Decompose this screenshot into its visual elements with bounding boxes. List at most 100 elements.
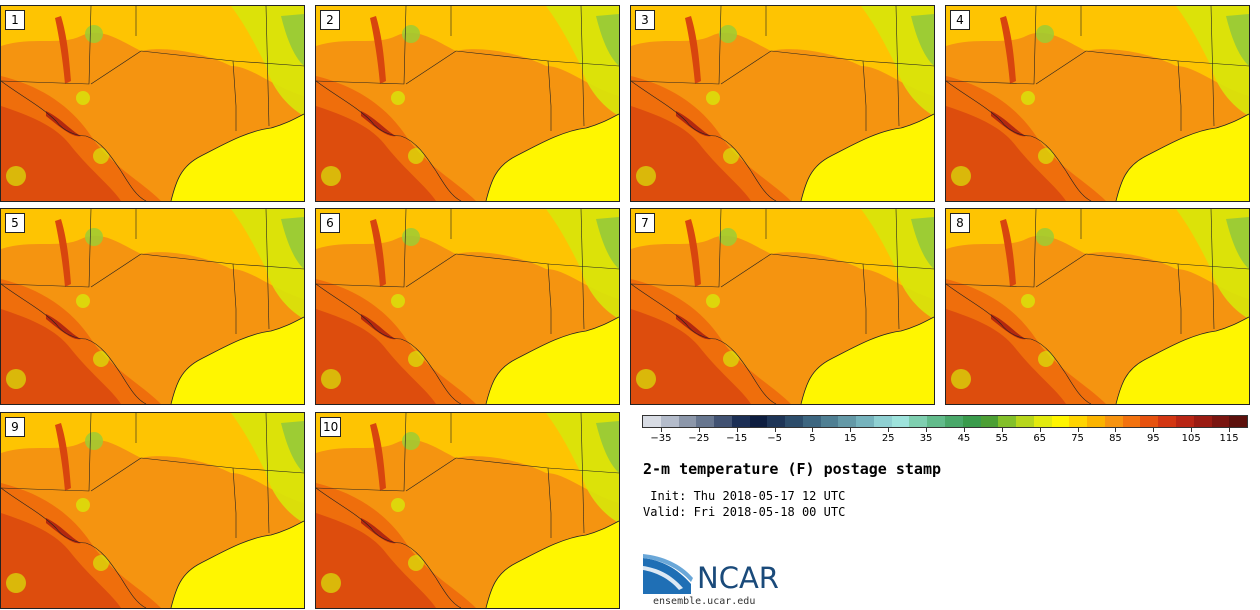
mountain-cool-patch [636, 166, 656, 186]
colorbar-tick [1039, 428, 1041, 432]
temperature-map [631, 6, 934, 201]
country-border [946, 80, 1092, 201]
map-panel[interactable]: 3 [630, 5, 935, 202]
country-border [1, 80, 147, 201]
colorbar-swatch [909, 416, 928, 427]
hottest-zone [676, 314, 711, 340]
colorbar-swatch [1104, 416, 1123, 427]
map-panel[interactable]: 1 [0, 5, 305, 202]
hottest-zone [361, 314, 396, 340]
state-border [720, 50, 772, 85]
member-number: 2 [320, 10, 340, 30]
temperature-map [316, 209, 619, 404]
cooler-zone [596, 421, 619, 473]
colorbar-swatch [838, 416, 857, 427]
mountain-cool-patch [321, 573, 341, 593]
state-border [580, 209, 585, 330]
map-panel[interactable]: 6 [315, 208, 620, 405]
gulf-of-mexico [486, 521, 619, 608]
mountain-cool-patch [719, 25, 737, 43]
map-panel[interactable]: 2 [315, 5, 620, 202]
country-border [316, 80, 462, 201]
state-border [232, 263, 304, 270]
temperature-map [1, 6, 304, 201]
very-hot-zone [1, 513, 121, 608]
colorbar-swatch [1016, 416, 1034, 427]
colorbar-swatch [802, 416, 821, 427]
mountain-cool-patch [951, 369, 971, 389]
colorbar-tick [1229, 428, 1231, 432]
mild-zone [1, 209, 304, 299]
member-number: 3 [635, 10, 655, 30]
gulf-of-mexico [801, 114, 934, 201]
state-border [455, 253, 552, 334]
state-border [1210, 6, 1215, 127]
state-border [862, 60, 934, 67]
state-border [547, 263, 619, 270]
gulf-of-mexico [1116, 317, 1249, 404]
map-panel[interactable]: 9 [0, 412, 305, 609]
mountain-cool-patch [723, 351, 739, 367]
temperature-map [316, 413, 619, 608]
state-border [770, 50, 867, 131]
hottest-zone [991, 111, 1026, 137]
colorbar-swatch [1087, 416, 1105, 427]
colorbar-swatch [856, 416, 874, 427]
colorbar-tick [774, 428, 776, 432]
hottest-zone [676, 111, 711, 137]
state-border [1035, 253, 1087, 288]
map-panel[interactable]: 5 [0, 208, 305, 405]
cooler-zone [281, 14, 304, 66]
coastline [485, 113, 619, 201]
ridge-hot [370, 16, 386, 84]
colorbar-swatch [1158, 416, 1176, 427]
temperature-map [946, 209, 1249, 404]
member-number: 6 [320, 213, 340, 233]
mild-zone [316, 413, 619, 503]
cooler-zone [596, 217, 619, 269]
map-panel[interactable]: 4 [945, 5, 1250, 202]
colorbar-swatch [731, 416, 750, 427]
map-panel[interactable]: 8 [945, 208, 1250, 405]
colorbar-tick-label: 35 [919, 433, 933, 444]
colorbar-tick-label: 65 [1033, 433, 1047, 444]
mountain-cool-patch [6, 369, 26, 389]
mountain-cool-patch [1021, 91, 1035, 105]
mountain-cool-patch [76, 91, 90, 105]
map-panel[interactable]: 10 [315, 412, 620, 609]
colorbar-swatch [1051, 416, 1070, 427]
colorbar-tick [1115, 428, 1117, 432]
very-hot-zone [1, 309, 121, 404]
state-border [90, 50, 142, 85]
colorbar-swatch [1175, 416, 1194, 427]
state-border [265, 209, 270, 330]
colorbar-tick [1191, 428, 1193, 432]
colorbar-tick-label: −35 [650, 433, 672, 444]
state-border [1210, 209, 1215, 330]
mountain-cool-patch [402, 228, 420, 246]
state-border [580, 6, 585, 127]
cooler-zone [1226, 14, 1249, 66]
colorbar-tick [1001, 428, 1003, 432]
cooler-zone [911, 14, 934, 66]
colorbar-swatch [820, 416, 839, 427]
state-border [265, 6, 270, 127]
colorbar-tick [812, 428, 814, 432]
state-border [547, 60, 619, 67]
mountain-cool-patch [85, 25, 103, 43]
mountain-cool-patch [408, 555, 424, 571]
member-number: 10 [320, 417, 342, 437]
ridge-hot [1000, 16, 1016, 84]
colorbar-swatch [714, 416, 732, 427]
map-panel[interactable]: 7 [630, 208, 935, 405]
coastline [170, 113, 304, 201]
coastline [1115, 113, 1249, 201]
very-hot-zone [316, 513, 436, 608]
colorbar-tick-label: 55 [995, 433, 1009, 444]
colorbar-swatch [785, 416, 803, 427]
mild-zone [1, 413, 304, 503]
state-border [140, 253, 237, 334]
mountain-cool-patch [85, 228, 103, 246]
colorbar-swatch [962, 416, 981, 427]
member-number: 8 [950, 213, 970, 233]
